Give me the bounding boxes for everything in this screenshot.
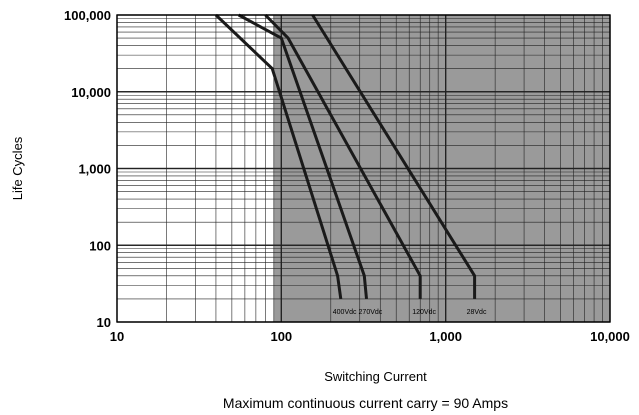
x-axis-label: Switching Current (324, 369, 427, 384)
y-tick-label: 100,000 (64, 8, 111, 23)
series-label: 120Vdc (412, 309, 436, 316)
max-current-note: Maximum continuous current carry = 90 Am… (223, 395, 508, 411)
y-tick-label: 1,000 (78, 162, 111, 177)
plot-border (116, 14, 611, 323)
x-tick-label: 1,000 (429, 329, 462, 344)
y-tick-label: 100 (89, 238, 111, 253)
y-axis-label: Life Cycles (10, 136, 25, 200)
series-label: 400Vdc (333, 309, 357, 316)
x-tick-label: 10,000 (590, 329, 630, 344)
x-tick-label: 10 (110, 329, 124, 344)
x-tick-label: 100 (270, 329, 292, 344)
series-line-270vdc (237, 13, 368, 300)
series-line-400vdc (214, 13, 343, 300)
series-line-120vdc (264, 13, 422, 299)
series-label: 270Vdc (359, 309, 383, 316)
y-tick-label: 10 (97, 315, 111, 330)
series-line-28vdc (311, 14, 477, 299)
tick-label-layer: 10 100 1,000 10,000 10 100 1,000 10,000 100,000 (64, 8, 630, 344)
y-tick-label: 10,000 (71, 85, 111, 100)
grid-layer (116, 14, 611, 323)
series-label-layer: 400Vdc 270Vdc 120Vdc 28Vdc (333, 309, 487, 316)
series-layer (214, 13, 477, 300)
series-label: 28Vdc (467, 309, 487, 316)
